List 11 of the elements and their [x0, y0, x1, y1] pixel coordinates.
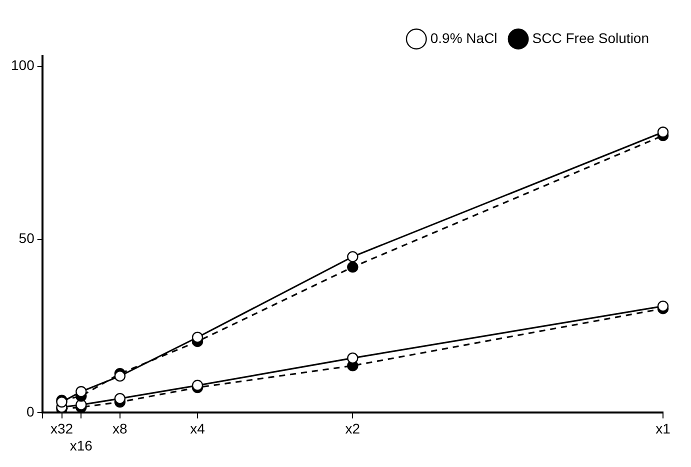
y-tick-label: 0 — [26, 403, 35, 420]
legend-label: 0.9% NaCl — [430, 30, 498, 46]
x-tick-label: x8 — [112, 420, 128, 437]
x-tick-label: x1 — [656, 420, 671, 437]
y-tick-label: 100 — [11, 57, 35, 74]
x-tick-label: x16 — [70, 437, 93, 454]
y-tick-label: 50 — [18, 230, 35, 246]
legend-label: SCC Free Solution — [532, 30, 649, 46]
x-tick-label: x4 — [190, 420, 206, 437]
x-tick-label: x2 — [345, 420, 360, 437]
x-tick-label: x32 — [50, 420, 74, 437]
